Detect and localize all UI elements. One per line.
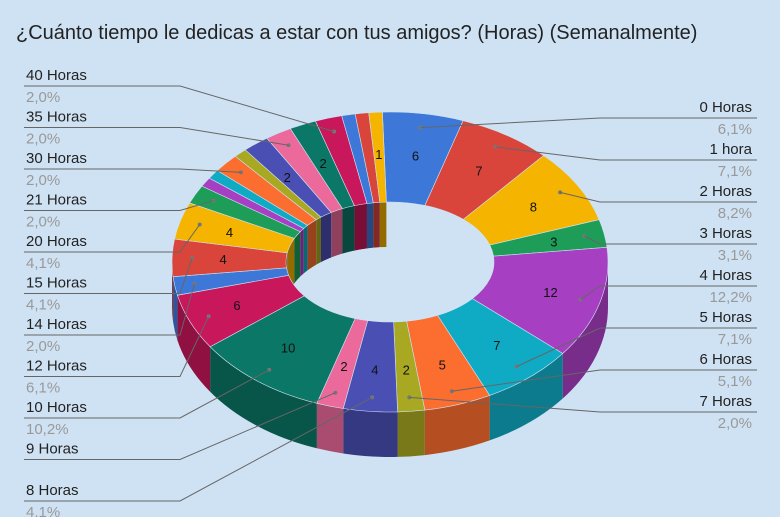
slice-label-3: 3 Horas [699,225,752,242]
inner-wall-18 [307,219,317,271]
slice-value-6: 5 [439,358,446,373]
outer-wall-7-0 [397,410,425,457]
slice-26 [368,111,387,203]
slice-percent-5: 7,1% [718,331,752,348]
leader-line-21 [24,127,289,146]
slice-label-6: 6 Horas [699,351,752,368]
slice-percent-13: 4,1% [26,297,60,314]
slice-label-10: 10 Horas [26,399,87,416]
leader-line-1 [495,146,757,161]
slice-label-2: 2 Horas [699,183,752,200]
slice-value-2: 8 [530,200,537,215]
inner-wall-17 [303,225,308,274]
leader-line-5 [516,327,757,367]
slice-value-7: 2 [403,363,410,378]
slice-percent-23: 2,0% [26,89,60,106]
slice-label-15: 21 Horas [26,192,87,209]
slice-percent-3: 3,1% [718,247,752,264]
leader-line-14 [24,224,201,253]
slice-label-9: 9 Horas [26,441,79,458]
inner-wall-22 [342,205,355,254]
outer-wall-5-0 [489,353,563,441]
inner-wall-21 [331,208,343,258]
slice-percent-1: 7,1% [718,163,752,180]
leader-line-12 [24,283,195,336]
slice-percent-12: 2,0% [26,338,60,355]
slice-value-13: 4 [219,252,226,267]
slice-percent-4: 12,2% [709,289,752,306]
outer-wall-6-0 [424,395,490,456]
leader-line-18 [24,168,242,173]
slice-value-5: 7 [493,338,500,353]
slice-label-0: 0 Horas [699,99,752,116]
slice-label-14: 20 Horas [26,233,87,250]
slice-value-11: 6 [233,298,240,313]
outer-wall-4-0 [562,262,608,399]
slice-value-9: 2 [340,359,347,374]
slice-label-8: 8 Horas [26,482,79,499]
slice-value-20: 2 [284,170,291,185]
outer-wall-9-0 [316,403,344,454]
slice-percent-21: 2,0% [26,131,60,148]
leader-line-9 [24,392,336,460]
slice-percent-6: 5,1% [718,373,752,390]
inner-wall-20 [320,212,332,263]
leader-line-23 [24,85,335,132]
slice-percent-11: 6,1% [26,380,60,397]
leader-line-7 [409,396,757,413]
slice-value-4: 12 [543,285,557,300]
leader-line-11 [24,316,210,377]
slice-label-7: 7 Horas [699,393,752,410]
inner-wall-16 [300,228,304,277]
slice-percent-15: 2,0% [26,214,60,231]
inner-wall-19 [316,217,321,265]
leader-line-13 [24,258,193,294]
slice-value-8: 4 [371,363,378,378]
chart-title: ¿Cuánto tiempo le dedicas a estar con tu… [16,22,698,44]
leader-line-4 [580,285,757,300]
slice-percent-8: 4,1% [26,504,60,517]
leader-line-6 [451,369,757,392]
slice-value-3: 3 [550,234,557,249]
slice-label-4: 4 Horas [699,267,752,284]
leader-line-15 [24,200,214,211]
leader-dot-0 [418,125,423,130]
slice-value-14: 4 [226,225,233,240]
leader-line-10 [24,369,270,419]
outer-wall-8-0 [343,408,398,458]
slice-percent-10: 10,2% [26,421,69,438]
inner-wall-15 [294,231,301,284]
slice-label-18: 30 Horas [26,150,87,167]
inner-wall-25 [373,202,380,248]
slice-percent-18: 2,0% [26,172,60,189]
slice-label-11: 12 Horas [26,358,87,375]
slice-label-5: 5 Horas [699,309,752,326]
slice-value-22: 2 [319,156,326,171]
slice-label-12: 14 Horas [26,316,87,333]
slice-value-26: 1 [375,147,382,162]
leader-line-2 [559,191,757,203]
slice-label-1: 1 hora [709,141,752,158]
outer-wall-11-0 [177,295,211,392]
inner-wall-26 [379,202,387,248]
leader-line-8 [24,396,373,502]
slice-label-21: 35 Horas [26,109,87,126]
slice-label-13: 15 Horas [26,275,87,292]
slice-label-23: 40 Horas [26,67,87,84]
leader-line-3 [584,235,757,245]
slice-percent-7: 2,0% [718,415,752,432]
inner-wall-23 [354,203,367,251]
slice-value-1: 7 [475,164,482,179]
slice-percent-0: 6,1% [718,121,752,138]
slice-percent-14: 4,1% [26,255,60,272]
slice-value-0: 6 [412,148,419,163]
leader-line-0 [420,117,757,129]
inner-wall-24 [366,202,374,249]
slice-percent-2: 8,2% [718,205,752,222]
slice-value-10: 10 [281,341,295,356]
outer-wall-10-0 [210,346,317,449]
